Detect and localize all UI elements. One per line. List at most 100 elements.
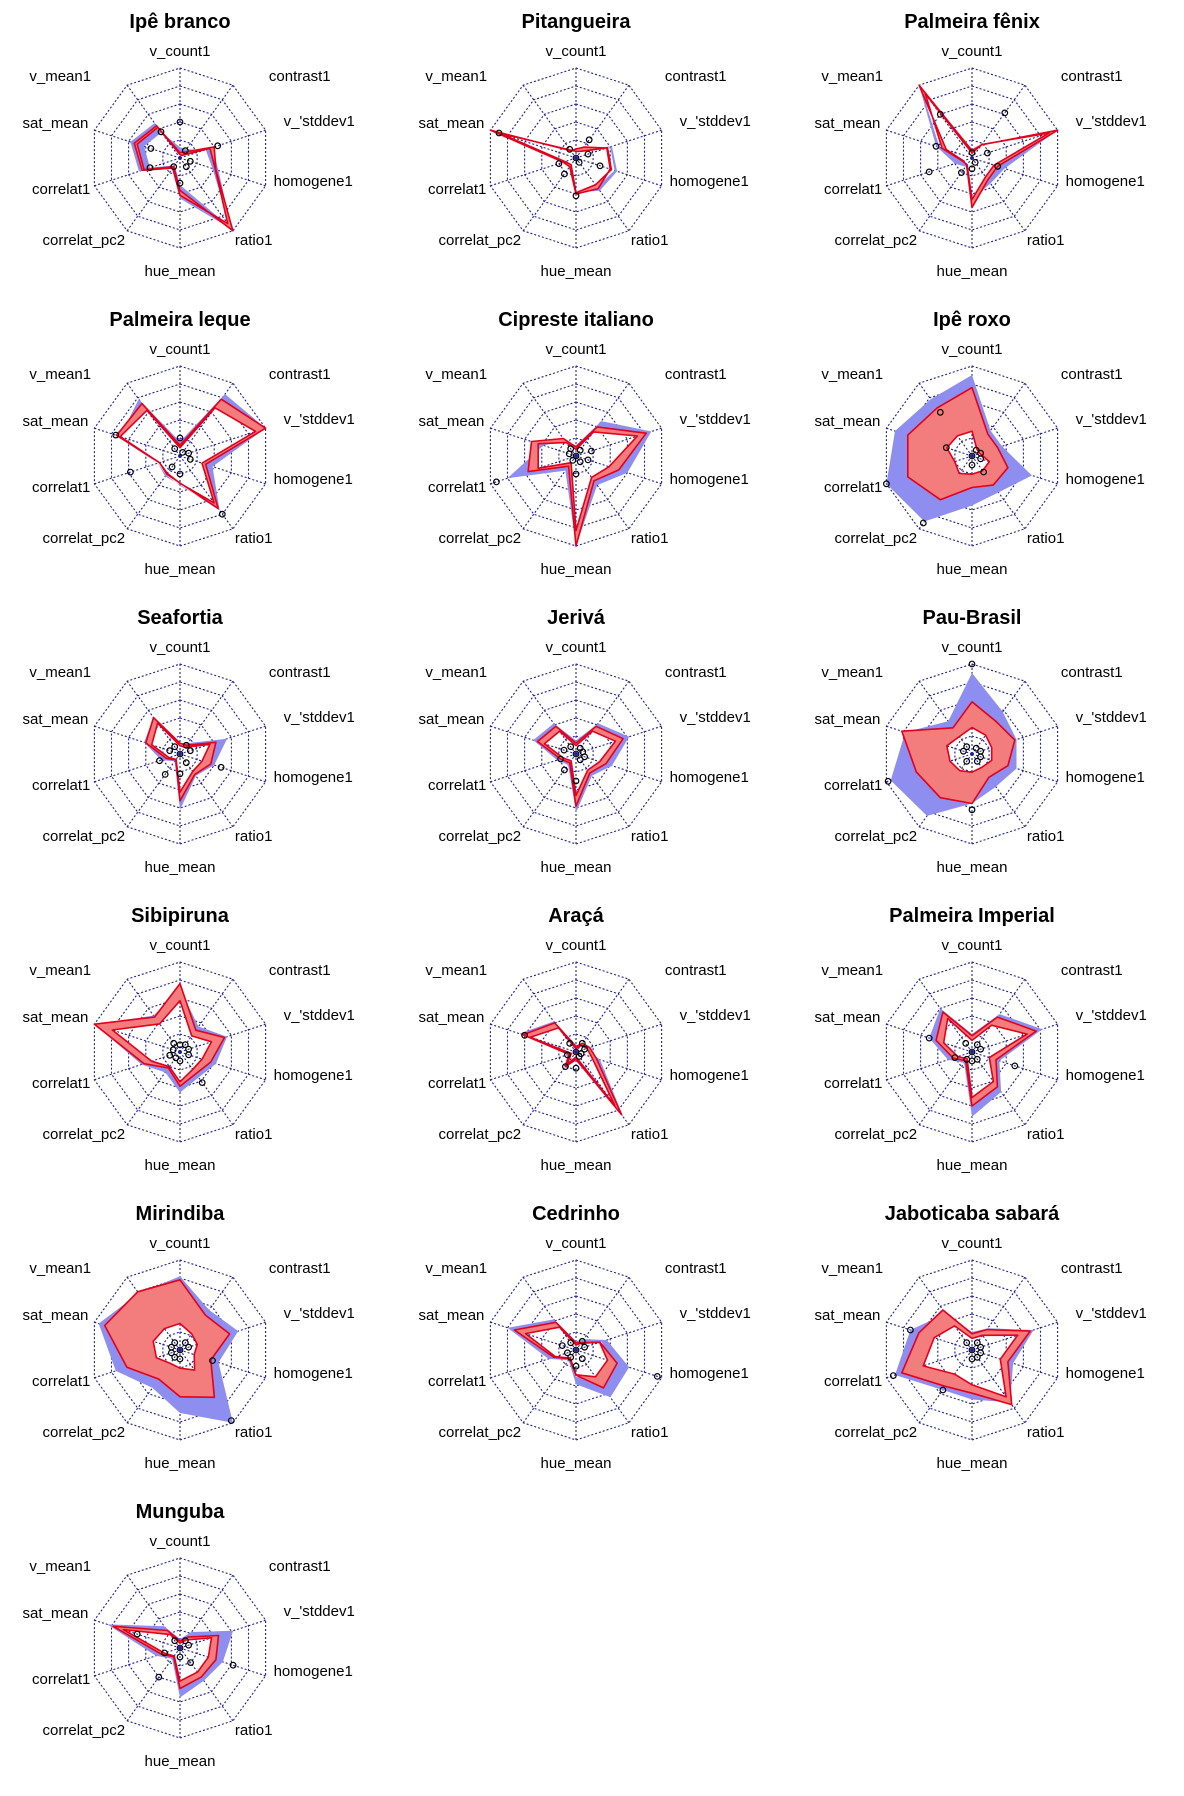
axis-label: v_count1 [942,639,1003,656]
reference-point [563,1349,571,1357]
reference-point [186,455,194,463]
reference-point [980,468,988,476]
grid-spoke [126,1647,181,1722]
grid-ring [885,1259,1059,1441]
reference-point [572,750,580,758]
reference-point [557,755,565,763]
reference-point [176,1653,184,1661]
grid-ring [885,365,1059,547]
reference-point [584,456,592,464]
reference-point [171,445,179,453]
reference-point [168,463,176,471]
axis-label: sat_mean [23,115,89,132]
grid-spoke [575,157,662,187]
grid-spoke [575,978,630,1053]
grid-ring [162,1033,198,1071]
axis-label: correlat_pc2 [439,232,522,249]
axis-label: hue_mean [541,859,612,876]
reference-point [566,1039,574,1047]
axis-label: contrast1 [269,366,331,383]
reference-point [572,1362,580,1370]
radar-panel: Palmeira Imperial v_count1 contrast1 v_'std… [792,894,1182,1192]
grid-spoke [971,1349,1058,1379]
axis-label: v_'stddev1 [1076,709,1147,726]
axis-label: correlat1 [824,1075,882,1092]
axis-label: ratio1 [235,828,273,845]
axis-label: v_mean1 [29,1558,91,1575]
axis-label: ratio1 [235,530,273,547]
grid-spoke [490,725,577,755]
axis-label: v_count1 [150,937,211,954]
axis-label: sat_mean [815,711,881,728]
radar-panel: Jaboticaba sabará v_count1 contrast1 v_'std… [792,1192,1182,1490]
axis-label: v_count1 [942,1235,1003,1252]
axis-label: correlat_pc2 [835,530,918,547]
reference-point [957,169,965,177]
axis-label: v_mean1 [425,366,487,383]
radar-svg: Pitangueira v_count1 contrast1 v_'stddev1ho… [419,11,751,280]
grid-ring [541,1313,611,1387]
grid-spoke [490,1051,577,1081]
axis-label: correlat_pc2 [835,1424,918,1441]
reference-point [968,1346,976,1354]
grid-ring [541,419,611,493]
grid-spoke [179,1647,234,1722]
reference-point [166,747,174,755]
grid-spoke [179,978,234,1053]
axis-label: correlat1 [824,777,882,794]
grid-ring [162,1629,198,1667]
reference-point [495,129,503,137]
series-mean [918,84,1059,209]
panel-title: Ipê branco [129,11,230,33]
axis-label: v_'stddev1 [680,709,751,726]
grid-spoke [886,157,973,187]
radar-svg: Jerivá v_count1 contrast1 v_'stddev1homogen… [419,607,751,876]
reference-point [942,444,950,452]
reference-point [906,1326,914,1334]
reference-point [185,1641,193,1649]
axis-label: hue_mean [145,1455,216,1472]
grid-spoke [94,1023,181,1053]
series-mean [527,426,647,547]
grid-spoke [126,455,181,530]
series-mean [935,1011,1037,1107]
grid-ring [885,67,1059,249]
reference-point [182,741,190,749]
reference-point [581,1343,589,1351]
axis-label: v_'stddev1 [284,113,355,130]
reference-point [169,1046,177,1054]
axis-label: ratio1 [235,1424,273,1441]
reference-point [146,164,154,172]
axis-label: v_'stddev1 [284,1603,355,1620]
grid-ring [162,1331,198,1369]
grid-spoke [918,1051,973,1126]
series-mean [513,1321,618,1389]
reference-point [578,1355,586,1363]
axis-label: homogene1 [670,1067,749,1084]
radar-svg: Ipê roxo v_count1 contrast1 v_'stddev1homog… [815,309,1147,578]
reference-point [167,1343,175,1351]
series-mean [901,1309,1031,1406]
grid-spoke [522,1051,577,1126]
axis-label: hue_mean [937,561,1008,578]
reference-point [176,1346,184,1354]
grid-spoke [522,455,577,530]
reference-point [576,458,584,466]
axis-label: correlat1 [32,1373,90,1390]
reference-point [963,757,971,765]
axis-label: sat_mean [23,1307,89,1324]
grid-spoke [94,1619,181,1649]
axis-label: v_mean1 [821,68,883,85]
reference-point [968,1355,976,1363]
reference-point [973,1041,981,1049]
grid-spoke [490,1321,577,1351]
reference-point [560,746,568,754]
grid-ring [489,961,663,1143]
grid-ring [954,1331,990,1369]
grid-spoke [490,753,577,783]
reference-point [968,806,976,814]
reference-point [581,753,589,761]
grid-spoke [522,680,577,755]
axis-label: contrast1 [665,68,727,85]
